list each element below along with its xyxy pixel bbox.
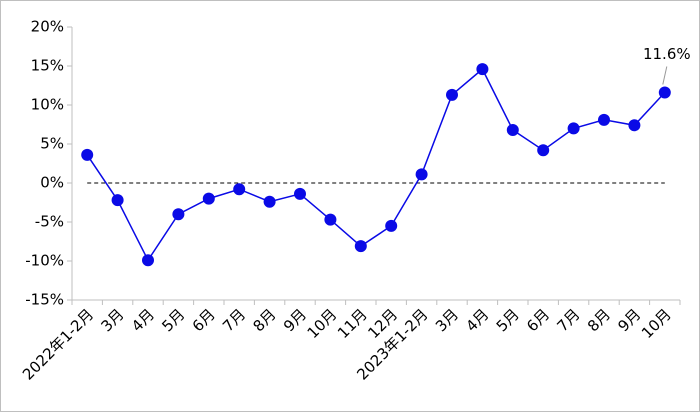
y-tick-label: 20%: [31, 18, 64, 36]
y-tick-label: 5%: [40, 135, 64, 153]
data-point: [81, 148, 94, 161]
y-tick-label: 10%: [31, 96, 64, 114]
data-point: [111, 194, 124, 207]
data-point: [233, 183, 246, 196]
data-point: [202, 192, 215, 205]
data-point: [294, 187, 306, 200]
y-tick-label: 0%: [40, 174, 64, 192]
data-point: [598, 113, 610, 126]
data-point: [354, 240, 367, 253]
data-point: [506, 123, 519, 136]
data-point: [415, 168, 428, 181]
data-point: [476, 63, 489, 76]
data-point: [172, 208, 185, 221]
data-point: [446, 88, 458, 101]
y-tick-label: -5%: [35, 213, 64, 231]
y-tick-label: -10%: [25, 252, 64, 270]
data-point: [263, 195, 276, 208]
y-tick-label: -15%: [25, 291, 64, 309]
y-tick-label: 15%: [31, 57, 64, 75]
label-leader: [662, 66, 668, 85]
value-label: 11.6%: [643, 45, 691, 63]
data-point: [385, 219, 398, 232]
data-point: [658, 86, 671, 99]
data-point: [537, 144, 550, 157]
data-point: [324, 213, 337, 226]
data-point: [567, 122, 580, 135]
data-point: [142, 254, 154, 267]
data-point: [628, 119, 641, 132]
